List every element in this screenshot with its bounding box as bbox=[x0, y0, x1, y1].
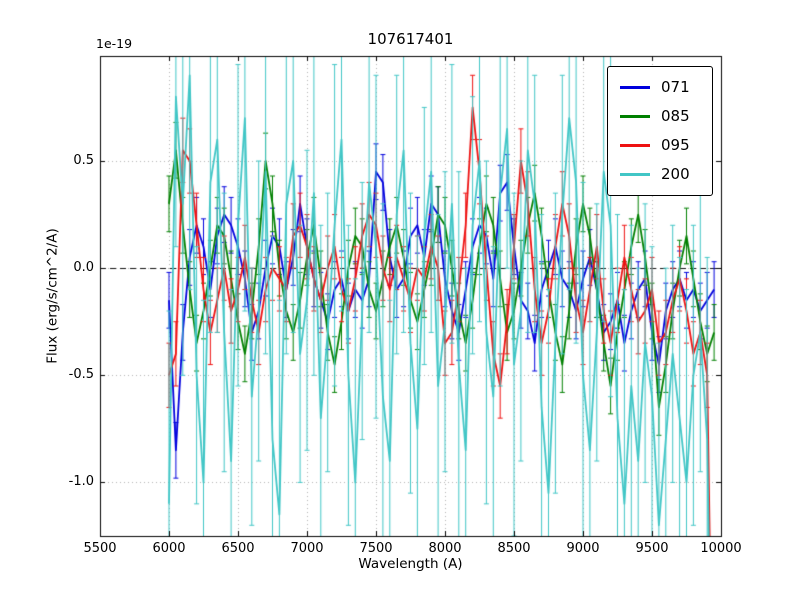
y-tick-label: 0.0 bbox=[73, 260, 94, 276]
legend-entry-200: 200 bbox=[608, 160, 712, 189]
legend-line-085-icon bbox=[620, 115, 650, 118]
legend-label-085: 085 bbox=[661, 107, 690, 125]
x-tick-label: 6000 bbox=[152, 541, 186, 556]
legend-entry-095: 095 bbox=[608, 131, 712, 160]
plot-title: 107617401 bbox=[367, 30, 454, 48]
x-tick-label: 7000 bbox=[290, 541, 324, 556]
legend-label-200: 200 bbox=[661, 165, 690, 183]
y-tick-label: -0.5 bbox=[68, 367, 94, 383]
y-axis-label-container: Flux (erg/s/cm^2/A) bbox=[38, 56, 68, 536]
legend-line-200-icon bbox=[620, 173, 650, 176]
legend-label-071: 071 bbox=[661, 78, 690, 96]
legend-line-071-icon bbox=[620, 86, 650, 89]
y-axis-label: Flux (erg/s/cm^2/A) bbox=[45, 228, 61, 364]
x-axis-label: Wavelength (A) bbox=[358, 556, 463, 572]
legend-line-095-icon bbox=[620, 144, 650, 147]
legend: 071 085 095 200 bbox=[607, 66, 713, 196]
x-tick-label: 6500 bbox=[221, 541, 255, 556]
y-axis-offset-text: 1e-19 bbox=[96, 36, 133, 51]
legend-entry-085: 085 bbox=[608, 102, 712, 131]
x-tick-label: 10000 bbox=[700, 541, 742, 556]
y-tick-label: -1.0 bbox=[68, 474, 94, 490]
legend-label-095: 095 bbox=[661, 136, 690, 154]
x-tick-label: 5500 bbox=[83, 541, 117, 556]
legend-entry-071: 071 bbox=[608, 73, 712, 102]
x-tick-label: 9500 bbox=[635, 541, 669, 556]
x-tick-label: 9000 bbox=[566, 541, 600, 556]
x-tick-label: 7500 bbox=[359, 541, 393, 556]
x-tick-label: 8500 bbox=[497, 541, 531, 556]
x-tick-label: 8000 bbox=[428, 541, 462, 556]
y-tick-label: 0.5 bbox=[73, 153, 94, 168]
